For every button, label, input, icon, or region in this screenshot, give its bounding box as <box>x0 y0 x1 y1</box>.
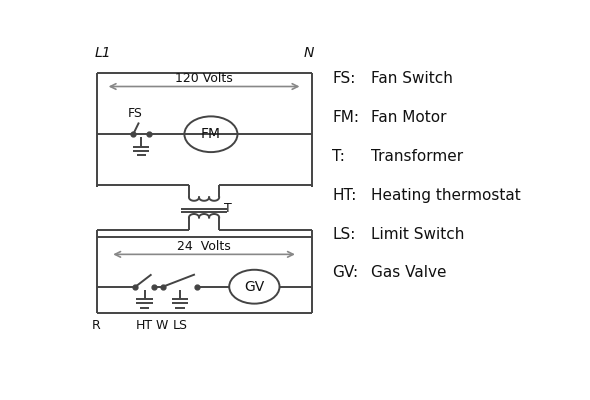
Text: Fan Motor: Fan Motor <box>371 110 447 125</box>
Text: HT: HT <box>136 319 153 332</box>
Text: Gas Valve: Gas Valve <box>371 265 447 280</box>
Text: LS:: LS: <box>332 226 355 242</box>
Text: Limit Switch: Limit Switch <box>371 226 464 242</box>
Text: 120 Volts: 120 Volts <box>175 72 233 85</box>
Text: Fan Switch: Fan Switch <box>371 71 453 86</box>
Text: LS: LS <box>172 319 188 332</box>
Text: W: W <box>156 319 168 332</box>
Text: R: R <box>92 319 101 332</box>
Text: GV: GV <box>244 280 264 294</box>
Text: GV:: GV: <box>332 265 358 280</box>
Text: Transformer: Transformer <box>371 149 463 164</box>
Text: N: N <box>303 46 314 60</box>
Text: T:: T: <box>332 149 345 164</box>
Text: Heating thermostat: Heating thermostat <box>371 188 521 203</box>
Text: HT:: HT: <box>332 188 356 203</box>
Text: FS: FS <box>128 107 143 120</box>
Text: FM: FM <box>201 127 221 141</box>
Text: 24  Volts: 24 Volts <box>177 240 231 253</box>
Text: L1: L1 <box>94 46 111 60</box>
Text: FS:: FS: <box>332 71 355 86</box>
Text: FM:: FM: <box>332 110 359 125</box>
Text: T: T <box>224 202 231 215</box>
